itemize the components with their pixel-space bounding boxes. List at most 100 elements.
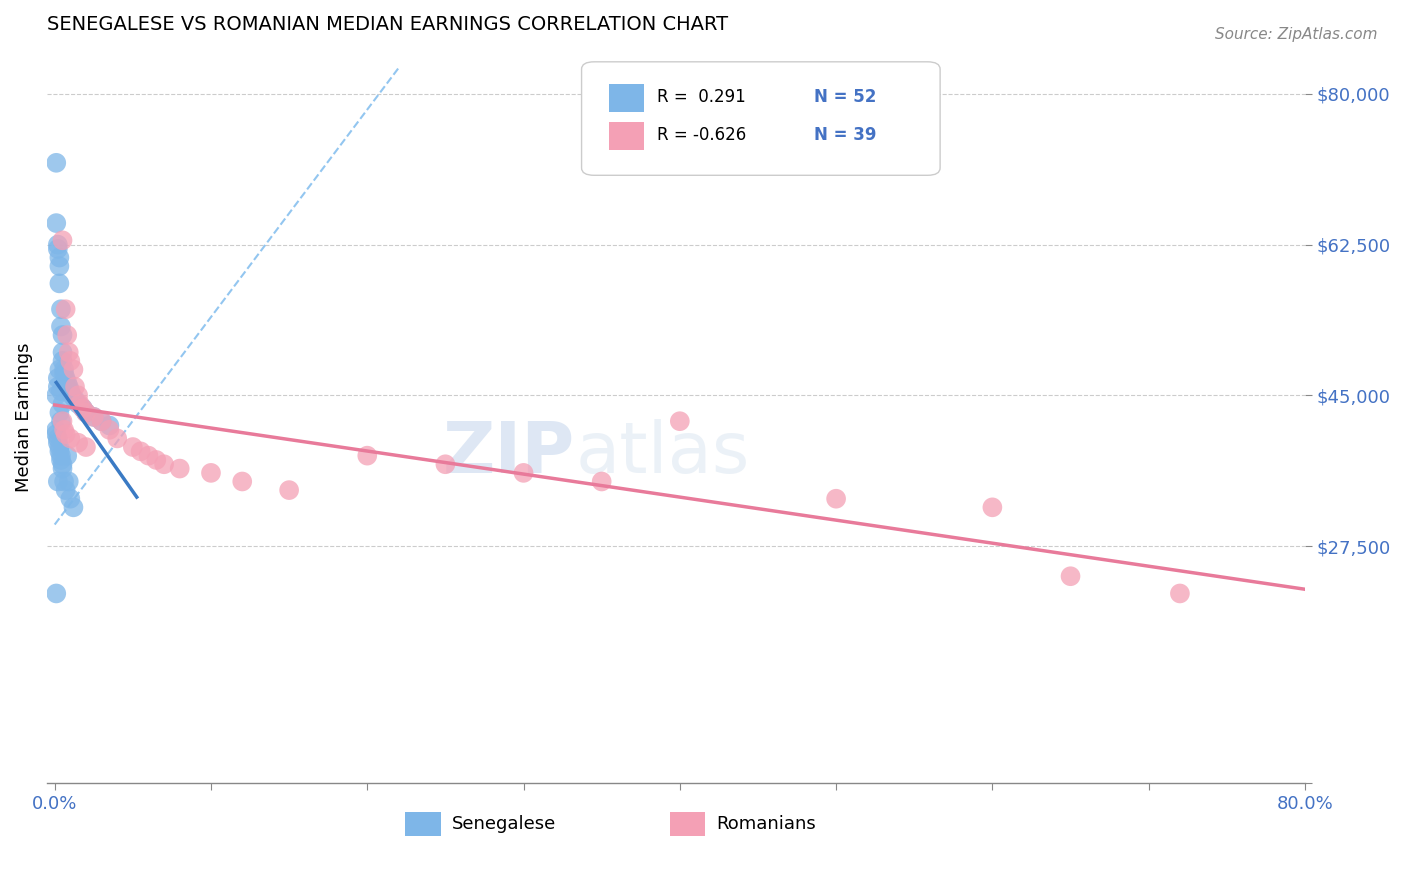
Point: [981, 500, 1004, 515]
Point: [55, 427, 77, 442]
Point: [48, 277, 70, 291]
Point: [83, 409, 105, 424]
Point: [83, 409, 105, 424]
Point: [46, 237, 69, 252]
Text: atlas: atlas: [575, 419, 749, 488]
Point: [53, 423, 76, 437]
Point: [45, 586, 67, 600]
Point: [138, 449, 160, 463]
Point: [49, 414, 72, 428]
Point: [56, 376, 79, 390]
Point: [278, 483, 301, 497]
Point: [58, 475, 80, 489]
Point: [825, 491, 848, 506]
Bar: [609, 84, 644, 112]
Point: [90, 414, 112, 428]
Point: [669, 414, 692, 428]
Point: [53, 362, 76, 376]
Point: [63, 392, 86, 407]
Y-axis label: Median Earnings: Median Earnings: [15, 343, 32, 491]
Point: [59, 491, 82, 506]
Text: N = 52: N = 52: [814, 88, 877, 106]
Point: [51, 461, 73, 475]
Point: [55, 371, 77, 385]
Text: R = -0.626: R = -0.626: [657, 126, 747, 144]
FancyBboxPatch shape: [582, 62, 941, 176]
Point: [60, 388, 83, 402]
Point: [53, 475, 76, 489]
Point: [67, 435, 90, 450]
Point: [169, 461, 191, 475]
Point: [51, 397, 73, 411]
Point: [62, 500, 84, 515]
Point: [1059, 569, 1081, 583]
Point: [98, 423, 121, 437]
Point: [434, 457, 457, 471]
Text: Romanians: Romanians: [716, 815, 815, 833]
Point: [56, 449, 79, 463]
Point: [45, 388, 67, 402]
Point: [49, 319, 72, 334]
Bar: [669, 813, 704, 836]
Point: [72, 401, 94, 416]
Text: Senegalese: Senegalese: [451, 815, 557, 833]
Point: [49, 302, 72, 317]
Text: N = 39: N = 39: [814, 126, 877, 144]
Point: [512, 466, 534, 480]
Point: [69, 397, 91, 411]
Point: [121, 440, 143, 454]
Point: [48, 362, 70, 376]
Text: ZIP: ZIP: [443, 419, 575, 488]
Point: [145, 453, 167, 467]
Point: [48, 406, 70, 420]
Point: [105, 432, 128, 446]
Point: [46, 371, 69, 385]
Point: [48, 444, 70, 458]
Point: [51, 414, 73, 428]
Point: [55, 483, 77, 497]
Point: [51, 345, 73, 359]
Point: [356, 449, 378, 463]
Point: [49, 449, 72, 463]
Point: [75, 406, 97, 420]
Point: [1168, 586, 1191, 600]
Point: [59, 384, 82, 398]
Point: [75, 406, 97, 420]
Point: [46, 380, 69, 394]
Point: [72, 401, 94, 416]
Point: [45, 216, 67, 230]
Point: [49, 453, 72, 467]
Point: [46, 242, 69, 256]
Point: [231, 475, 253, 489]
Point: [51, 328, 73, 343]
Point: [58, 380, 80, 394]
Bar: [609, 122, 644, 150]
Point: [45, 427, 67, 442]
Point: [59, 432, 82, 446]
Point: [45, 423, 67, 437]
Point: [591, 475, 613, 489]
Point: [48, 440, 70, 454]
Point: [90, 414, 112, 428]
Point: [59, 354, 82, 368]
Point: [51, 457, 73, 471]
Point: [46, 432, 69, 446]
Point: [55, 302, 77, 317]
Point: [75, 440, 97, 454]
Text: R =  0.291: R = 0.291: [657, 88, 745, 106]
Text: SENEGALESE VS ROMANIAN MEDIAN EARNINGS CORRELATION CHART: SENEGALESE VS ROMANIAN MEDIAN EARNINGS C…: [46, 15, 728, 34]
Point: [200, 466, 222, 480]
Point: [45, 156, 67, 170]
Point: [46, 435, 69, 450]
Point: [67, 397, 90, 411]
Point: [56, 328, 79, 343]
Point: [67, 388, 90, 402]
Point: [51, 233, 73, 247]
Point: [51, 354, 73, 368]
Bar: [405, 813, 440, 836]
Point: [63, 380, 86, 394]
Point: [49, 384, 72, 398]
Point: [48, 259, 70, 273]
Point: [58, 345, 80, 359]
Point: [98, 418, 121, 433]
